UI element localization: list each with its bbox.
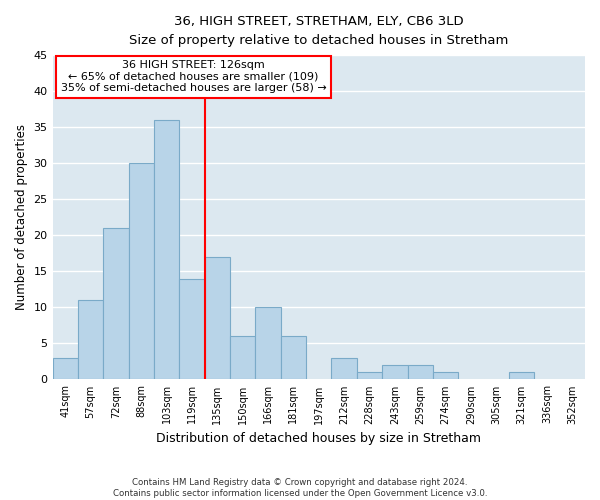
- Y-axis label: Number of detached properties: Number of detached properties: [15, 124, 28, 310]
- Bar: [179, 278, 205, 380]
- Bar: [230, 336, 256, 380]
- Bar: [78, 300, 103, 380]
- Title: 36, HIGH STREET, STRETHAM, ELY, CB6 3LD
Size of property relative to detached ho: 36, HIGH STREET, STRETHAM, ELY, CB6 3LD …: [129, 15, 508, 47]
- Bar: [53, 358, 78, 380]
- Bar: [509, 372, 534, 380]
- X-axis label: Distribution of detached houses by size in Stretham: Distribution of detached houses by size …: [156, 432, 481, 445]
- Bar: [103, 228, 128, 380]
- Bar: [281, 336, 306, 380]
- Bar: [205, 257, 230, 380]
- Bar: [256, 308, 281, 380]
- Bar: [407, 365, 433, 380]
- Text: Contains HM Land Registry data © Crown copyright and database right 2024.
Contai: Contains HM Land Registry data © Crown c…: [113, 478, 487, 498]
- Bar: [382, 365, 407, 380]
- Text: 36 HIGH STREET: 126sqm
← 65% of detached houses are smaller (109)
35% of semi-de: 36 HIGH STREET: 126sqm ← 65% of detached…: [61, 60, 326, 93]
- Bar: [128, 163, 154, 380]
- Bar: [433, 372, 458, 380]
- Bar: [154, 120, 179, 380]
- Bar: [357, 372, 382, 380]
- Bar: [331, 358, 357, 380]
